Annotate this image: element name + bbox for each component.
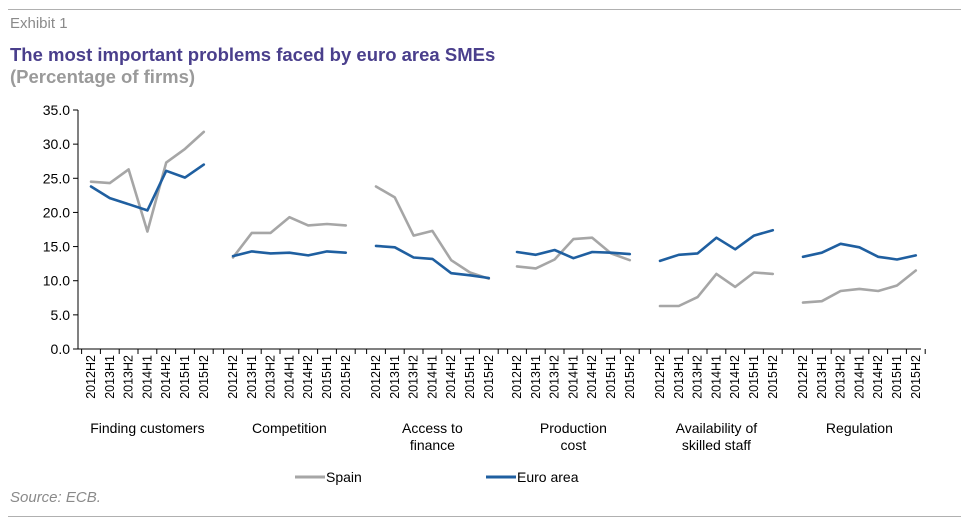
series-line-euro-area	[89, 163, 206, 212]
series-line-spain	[658, 271, 775, 308]
x-tick-label: 2013H2	[407, 355, 421, 399]
x-tick-label: 2015H2	[766, 355, 780, 399]
x-tick-label: 2012H2	[84, 355, 98, 399]
group-label: Access to	[402, 420, 463, 436]
x-tick-label: 2013H2	[264, 355, 278, 399]
series-line-euro-area	[231, 250, 348, 258]
x-tick-label: 2015H1	[463, 355, 477, 399]
x-tick-label: 2015H2	[339, 355, 353, 399]
x-tick-label: 2015H2	[482, 355, 496, 399]
legend-label: Euro area	[517, 469, 579, 485]
series-line-euro-area	[658, 228, 775, 263]
exhibit-label: Exhibit 1	[10, 15, 68, 32]
group-label: Availability of	[676, 420, 758, 436]
x-tick-label: 2014H1	[566, 355, 580, 399]
x-tick-label: 2014H1	[709, 355, 723, 399]
x-tick-label: 2013H2	[834, 355, 848, 399]
x-tick-label: 2014H2	[871, 355, 885, 399]
x-tick-label: 2015H1	[604, 355, 618, 399]
group-label: Regulation	[826, 420, 893, 436]
y-tick-label: 10.0	[43, 273, 70, 289]
x-tick-label: 2015H1	[178, 355, 192, 399]
legend-label: Spain	[326, 469, 362, 485]
source-note: Source: ECB.	[10, 489, 101, 506]
x-tick-label: 2012H2	[653, 355, 667, 399]
series-line-spain	[801, 269, 918, 304]
y-tick-label: 15.0	[43, 239, 70, 255]
chart-title: The most important problems faced by eur…	[10, 44, 496, 65]
series-line-spain	[374, 185, 491, 281]
y-tick-label: 5.0	[51, 307, 71, 323]
group-label: cost	[561, 437, 587, 453]
x-tick-label: 2013H1	[815, 355, 829, 399]
series-line-spain	[231, 215, 348, 259]
x-tick-label: 2015H2	[909, 355, 923, 399]
x-tick-label: 2014H1	[282, 355, 296, 399]
x-tick-label: 2013H1	[388, 355, 402, 399]
series-line-euro-area	[515, 248, 632, 260]
x-tick-label: 2014H1	[425, 355, 439, 399]
x-tick-label: 2013H1	[103, 355, 117, 399]
x-tick-label: 2014H1	[852, 355, 866, 399]
x-tick-label: 2015H2	[623, 355, 637, 399]
x-tick-label: 2013H2	[548, 355, 562, 399]
group-label: Competition	[252, 420, 327, 436]
y-tick-label: 0.0	[51, 341, 71, 357]
x-tick-label: 2014H2	[159, 355, 173, 399]
series-line-euro-area	[801, 242, 918, 261]
x-tick-label: 2012H2	[369, 355, 383, 399]
y-tick-label: 25.0	[43, 170, 70, 186]
top-rule	[8, 9, 961, 10]
x-tick-label: 2014H1	[140, 355, 154, 399]
group-label: Finding customers	[90, 420, 204, 436]
x-tick-label: 2014H2	[728, 355, 742, 399]
x-tick-label: 2014H2	[444, 355, 458, 399]
x-tick-label: 2013H2	[122, 355, 136, 399]
y-tick-label: 35.0	[43, 102, 70, 118]
x-tick-label: 2015H1	[320, 355, 334, 399]
x-tick-label: 2013H2	[691, 355, 705, 399]
x-tick-label: 2012H2	[510, 355, 524, 399]
x-tick-label: 2015H1	[747, 355, 761, 399]
x-tick-label: 2014H2	[301, 355, 315, 399]
x-tick-label: 2013H1	[245, 355, 259, 399]
x-tick-label: 2013H1	[529, 355, 543, 399]
group-label: Production	[540, 420, 607, 436]
series-line-euro-area	[374, 244, 491, 280]
group-label: finance	[410, 437, 455, 453]
series-line-spain	[89, 130, 206, 233]
bottom-rule	[8, 516, 961, 517]
x-tick-label: 2012H2	[796, 355, 810, 399]
x-tick-label: 2015H2	[197, 355, 211, 399]
x-tick-label: 2015H1	[890, 355, 904, 399]
x-tick-label: 2013H1	[672, 355, 686, 399]
y-tick-label: 20.0	[43, 204, 70, 220]
chart-subtitle: (Percentage of firms)	[10, 66, 196, 87]
group-label: skilled staff	[682, 437, 751, 453]
x-tick-label: 2012H2	[226, 355, 240, 399]
x-tick-label: 2014H2	[585, 355, 599, 399]
y-tick-label: 30.0	[43, 136, 70, 152]
